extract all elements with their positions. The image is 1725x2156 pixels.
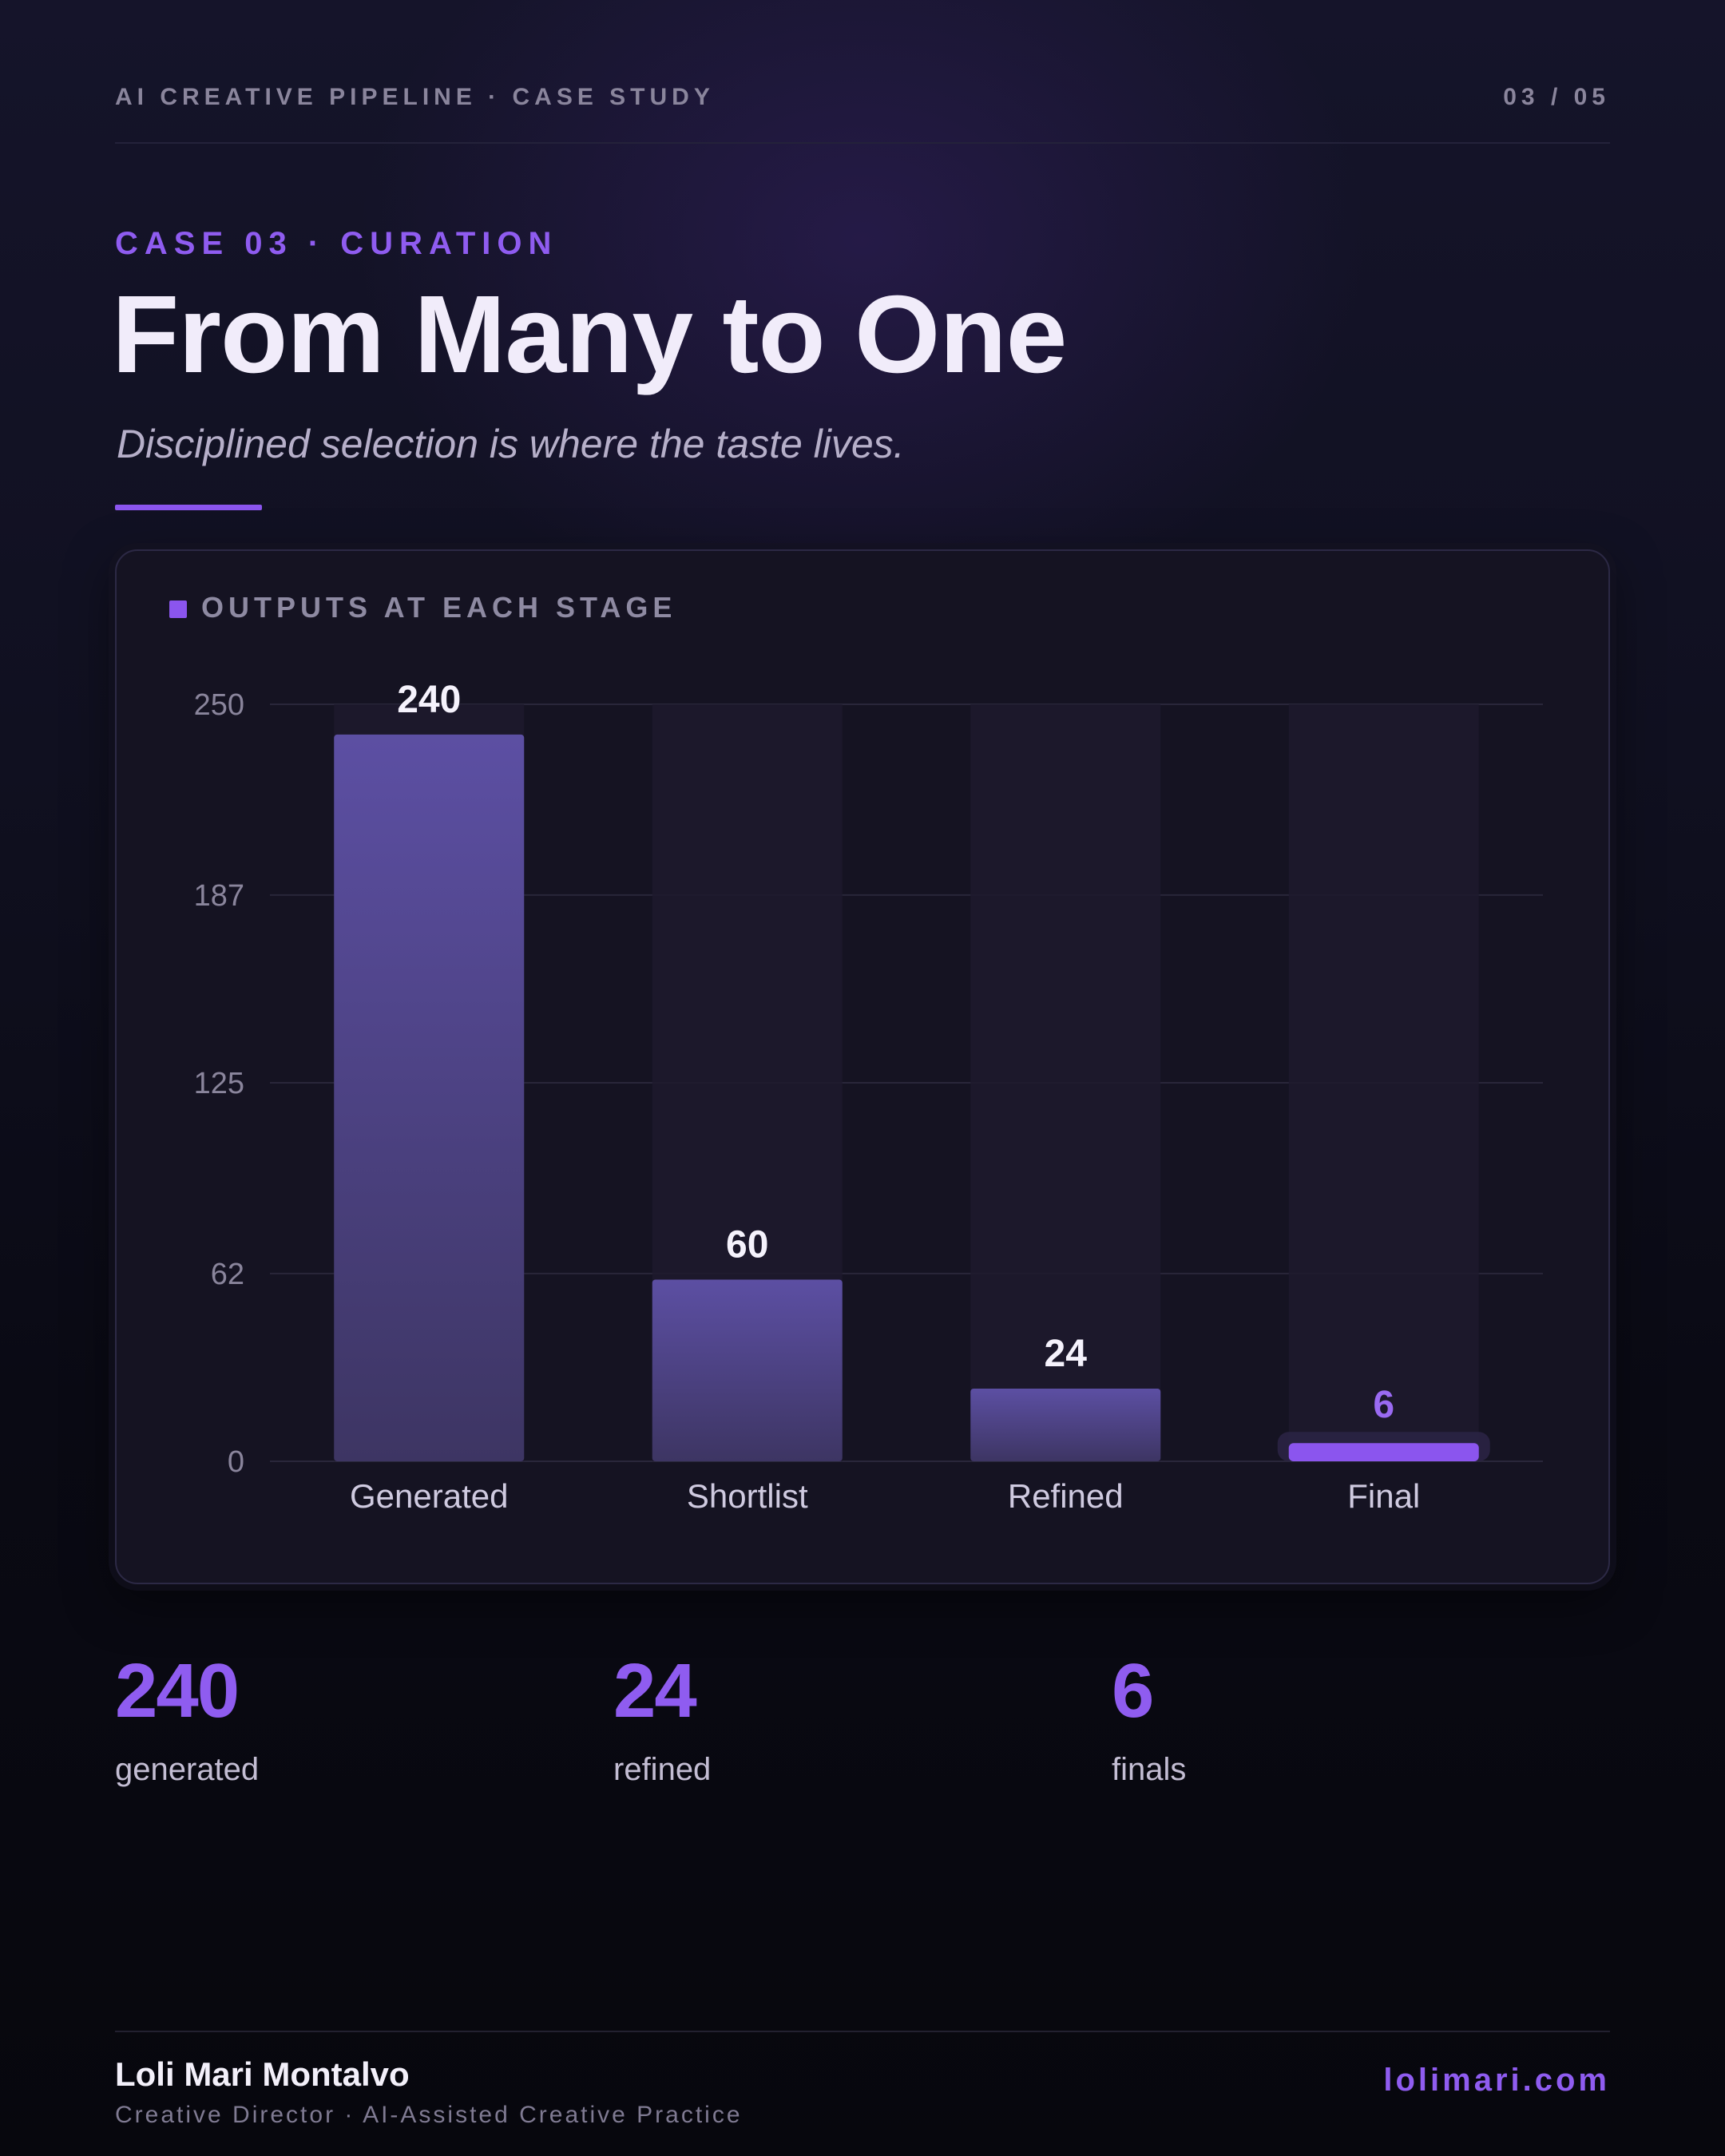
y-tick-label: 187 bbox=[194, 879, 244, 913]
y-tick-label: 0 bbox=[228, 1445, 244, 1479]
x-category-label: Generated bbox=[350, 1477, 508, 1515]
stat-value: 6 bbox=[1112, 1648, 1154, 1734]
bar-value-label: 24 bbox=[1045, 1333, 1088, 1375]
chart-card: OUTPUTS AT EACH STAGE 0 62 125 187 250 240 Gen… bbox=[115, 549, 1610, 1584]
top-divider bbox=[115, 142, 1610, 144]
author-name: Loli Mari Montalvo bbox=[115, 2055, 410, 2093]
top-bar: AI CREATIVE PIPELINE · CASE STUDY 03 / 0… bbox=[115, 84, 1610, 111]
bar bbox=[334, 734, 525, 1461]
stats-row: 240 generated 24 refined 6 finals bbox=[115, 1653, 1610, 1813]
footer-divider bbox=[115, 2031, 1610, 2032]
website-link[interactable]: lolimari.com bbox=[1383, 2063, 1610, 2098]
y-tick-label: 250 bbox=[194, 688, 244, 722]
stat-refined: 24 refined bbox=[613, 1653, 711, 1788]
y-tick-label: 125 bbox=[194, 1067, 244, 1100]
stat-value: 24 bbox=[613, 1648, 697, 1734]
stat-generated: 240 generated bbox=[115, 1653, 259, 1788]
stat-label: refined bbox=[613, 1752, 712, 1787]
author-role: Creative Director · AI-Assisted Creative… bbox=[115, 2102, 743, 2128]
bar-track bbox=[1288, 704, 1479, 1461]
bar-track bbox=[970, 704, 1161, 1461]
chart-heading-text: OUTPUTS AT EACH STAGE bbox=[201, 591, 677, 624]
bar-chart: 0 62 125 187 250 240 Generated 60 Shortlist 24 Ref… bbox=[194, 679, 1543, 1515]
x-category-label: Refined bbox=[1008, 1477, 1124, 1515]
bar-value-label: 60 bbox=[726, 1223, 768, 1266]
stat-label: finals bbox=[1112, 1752, 1187, 1787]
page-subtitle: Disciplined selection is where the taste… bbox=[117, 422, 905, 466]
page-indicator: 03 / 05 bbox=[1503, 84, 1610, 110]
bar-value-label: 240 bbox=[397, 679, 461, 721]
stat-value: 240 bbox=[115, 1648, 240, 1734]
y-tick-label: 62 bbox=[211, 1258, 244, 1291]
bar bbox=[970, 1388, 1161, 1461]
bar-value-label: 6 bbox=[1373, 1384, 1394, 1426]
case-eyebrow: CASE 03 · CURATION bbox=[115, 226, 558, 261]
accent-rule bbox=[115, 505, 262, 510]
page-title: From Many to One bbox=[112, 273, 1067, 396]
bar bbox=[652, 1279, 843, 1461]
x-category-label: Shortlist bbox=[687, 1477, 808, 1515]
square-bullet-icon bbox=[169, 600, 187, 618]
chart-heading: OUTPUTS AT EACH STAGE bbox=[169, 591, 676, 624]
x-category-label: Final bbox=[1347, 1477, 1420, 1515]
series-label: AI CREATIVE PIPELINE · CASE STUDY bbox=[115, 84, 715, 110]
bar bbox=[1288, 1443, 1479, 1461]
stat-finals: 6 finals bbox=[1112, 1653, 1186, 1788]
stat-label: generated bbox=[115, 1752, 260, 1787]
